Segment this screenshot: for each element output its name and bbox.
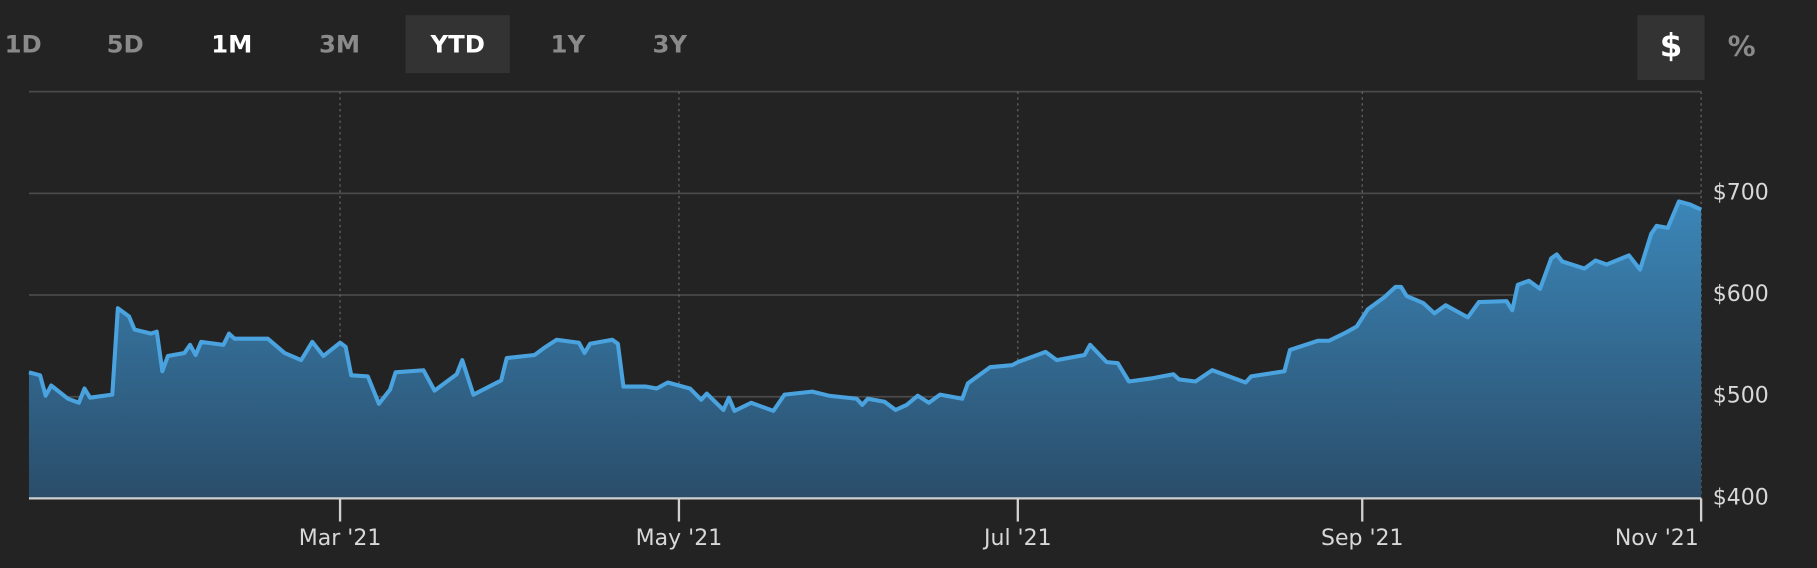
range-button-label: YTD bbox=[430, 29, 485, 58]
x-tick-label: May '21 bbox=[636, 526, 723, 551]
plot: $400 $500 $600 $700 Mar '21 May '21 Jul '21 Sep… bbox=[28, 90, 1769, 551]
range-button-label: 1Y bbox=[551, 29, 586, 58]
unit-button-label: $ bbox=[1660, 27, 1683, 65]
area-fill bbox=[28, 201, 1702, 499]
x-tick-label: Nov '21 bbox=[1615, 526, 1699, 551]
unit-button[interactable]: $ bbox=[1637, 15, 1705, 81]
range-button-label: 5D bbox=[107, 29, 144, 58]
range-button[interactable]: 3Y bbox=[653, 29, 688, 58]
x-tick-label: Sep '21 bbox=[1321, 526, 1403, 551]
y-tick-label: $700 bbox=[1713, 180, 1769, 205]
range-button[interactable]: YTD bbox=[405, 15, 510, 74]
unit-button-label: % bbox=[1728, 30, 1756, 63]
y-tick-label: $400 bbox=[1713, 485, 1769, 510]
range-button[interactable]: 5D bbox=[107, 29, 144, 58]
range-button[interactable]: 1M bbox=[211, 29, 252, 58]
x-tick-label: Jul '21 bbox=[982, 526, 1052, 551]
range-button-bg bbox=[405, 15, 510, 74]
range-button-label: 3Y bbox=[653, 29, 688, 58]
range-button[interactable]: 1Y bbox=[551, 29, 586, 58]
range-button[interactable]: 3M bbox=[319, 29, 360, 58]
range-button-label: 3M bbox=[319, 29, 360, 58]
toolbar: 1D 5D 1M 3M YTD 1Y 3Y $% bbox=[5, 15, 1756, 81]
range-button-label: 1D bbox=[5, 29, 42, 58]
y-tick-label: $600 bbox=[1713, 282, 1769, 307]
y-tick-label: $500 bbox=[1713, 384, 1769, 409]
unit-button-bg bbox=[1637, 15, 1705, 81]
range-button-label: 1M bbox=[211, 29, 252, 58]
x-tick-label: Mar '21 bbox=[299, 526, 382, 551]
price-line bbox=[28, 199, 1702, 413]
range-button[interactable]: 1D bbox=[5, 29, 42, 58]
unit-button[interactable]: % bbox=[1728, 30, 1756, 63]
